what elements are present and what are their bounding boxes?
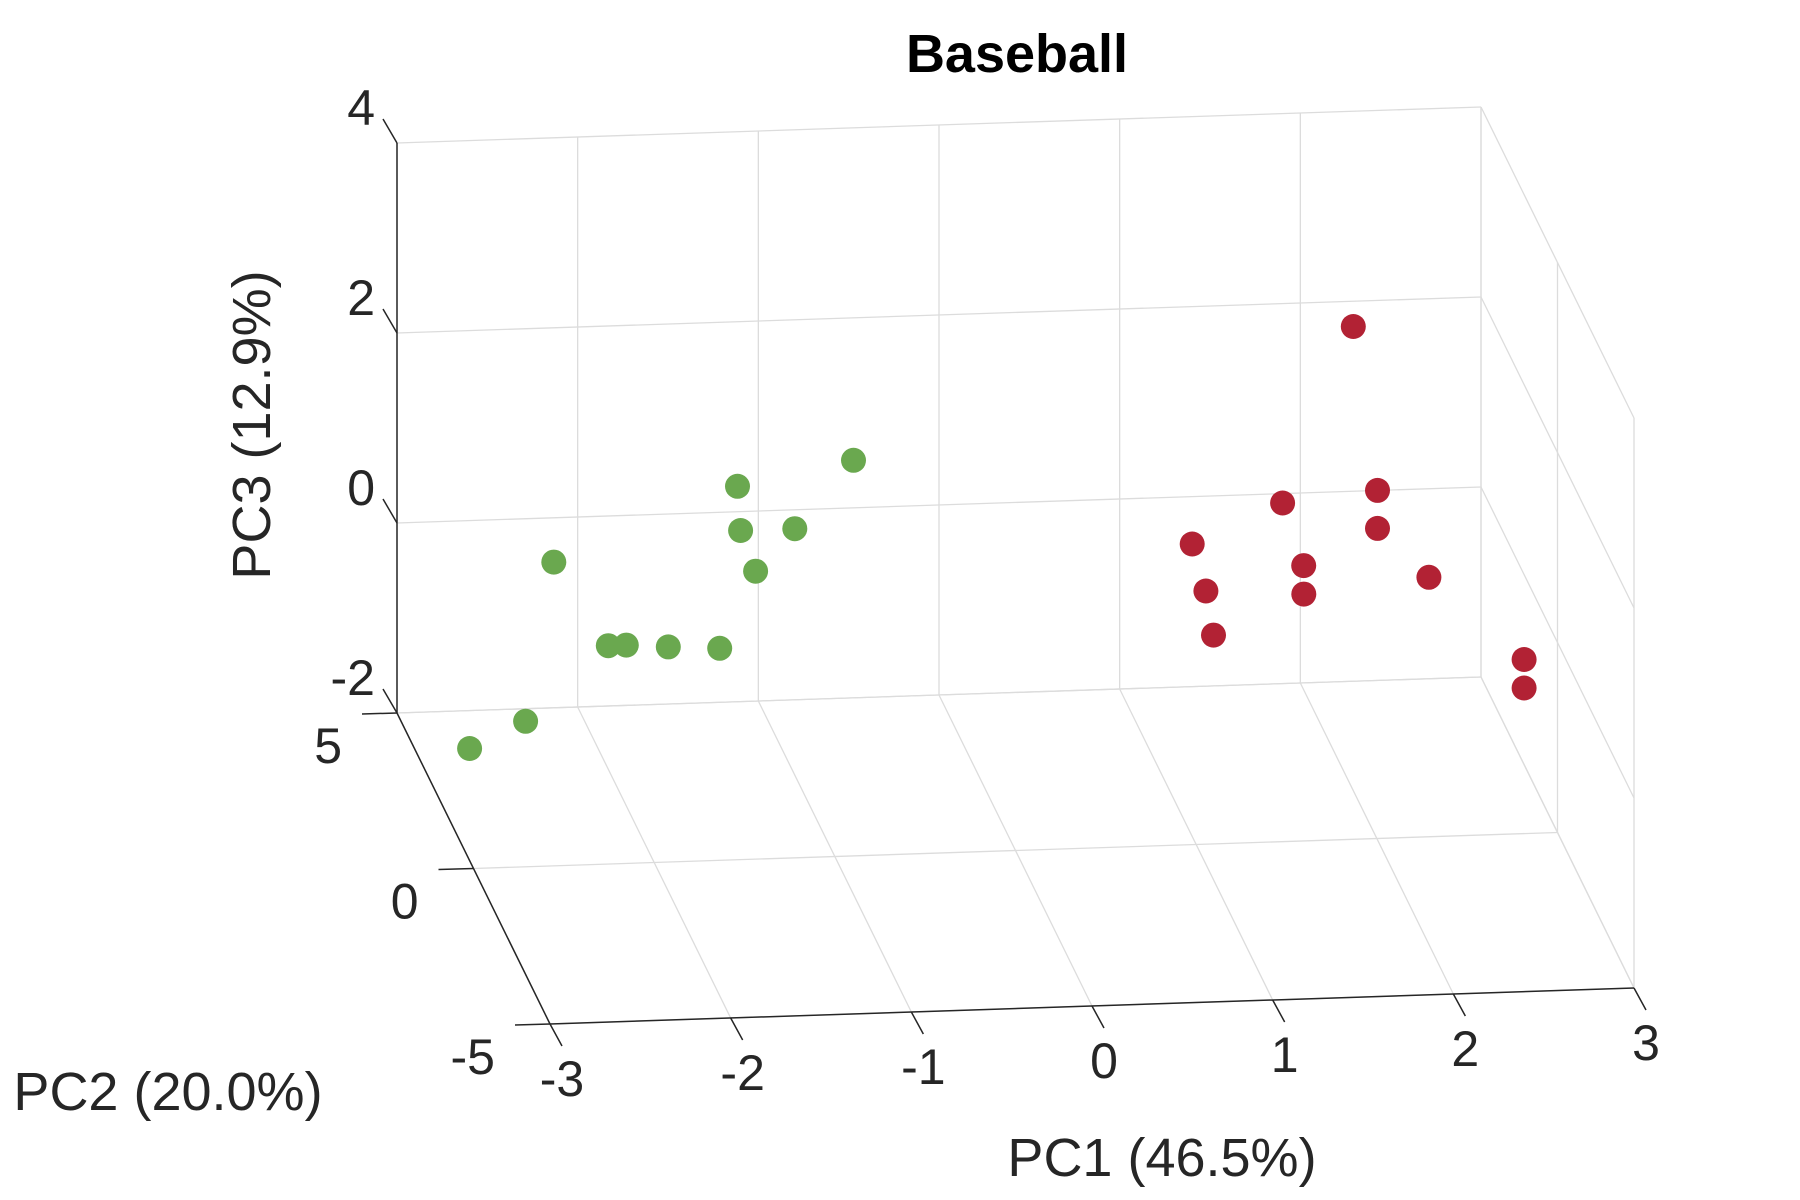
data-point-series-2 bbox=[1340, 314, 1366, 339]
data-point-series-1 bbox=[728, 518, 754, 543]
data-point-series-2 bbox=[1511, 675, 1537, 701]
data-point-series-2 bbox=[1291, 581, 1317, 607]
y-tick bbox=[514, 1023, 551, 1026]
data-point-series-2 bbox=[1511, 647, 1537, 672]
back-wall-gridline bbox=[396, 106, 1482, 144]
data-point-series-1 bbox=[725, 473, 750, 499]
data-point-series-1 bbox=[782, 516, 808, 542]
data-point-series-1 bbox=[743, 558, 769, 584]
data-point-series-1 bbox=[655, 634, 681, 660]
data-point-series-2 bbox=[1193, 578, 1219, 604]
chart-title: Baseball bbox=[906, 24, 1128, 84]
data-point-series-1 bbox=[613, 632, 639, 658]
side-wall-gridline bbox=[1480, 296, 1635, 609]
data-point-series-2 bbox=[1365, 477, 1390, 503]
x-axis-label: PC1 (46.5%) bbox=[1007, 1128, 1316, 1188]
z-tick-label: -2 bbox=[331, 650, 375, 706]
grid-layer bbox=[396, 106, 1635, 1025]
back-wall-gridline bbox=[396, 676, 1482, 714]
x-tick-label: 2 bbox=[1451, 1021, 1479, 1077]
z-tick bbox=[382, 498, 398, 524]
x-tick bbox=[1091, 1005, 1105, 1029]
z-tick bbox=[382, 118, 398, 144]
x-tick bbox=[1452, 993, 1466, 1017]
x-tick-label: -1 bbox=[901, 1039, 945, 1095]
x-tick-label: 3 bbox=[1632, 1015, 1660, 1071]
data-point-series-1 bbox=[513, 708, 539, 734]
data-point-series-2 bbox=[1179, 531, 1205, 557]
points-layer bbox=[457, 314, 1537, 761]
x-tick bbox=[730, 1017, 744, 1041]
x-tick-label: -2 bbox=[720, 1045, 764, 1101]
back-wall-gridline bbox=[396, 486, 1482, 524]
y-tick-label: -5 bbox=[451, 1029, 495, 1085]
z-axis-label: PC3 (12.9%) bbox=[222, 270, 282, 579]
x-tick-label: -3 bbox=[540, 1051, 584, 1107]
y-tick-label: 5 bbox=[314, 718, 342, 774]
data-point-series-2 bbox=[1291, 553, 1317, 579]
data-point-series-2 bbox=[1365, 515, 1390, 541]
floor-gridline bbox=[473, 831, 1558, 870]
z-tick-label: 2 bbox=[347, 270, 375, 326]
z-tick bbox=[382, 688, 398, 714]
data-point-series-2 bbox=[1416, 564, 1442, 590]
data-point-series-1 bbox=[541, 549, 567, 575]
data-point-series-1 bbox=[595, 633, 621, 659]
x-tick bbox=[910, 1011, 924, 1035]
y-tick bbox=[361, 712, 398, 715]
data-point-series-1 bbox=[841, 447, 866, 473]
x-tick bbox=[1272, 999, 1286, 1023]
data-point-series-1 bbox=[457, 736, 483, 761]
data-point-series-2 bbox=[1201, 622, 1226, 648]
side-wall-gridline bbox=[1480, 676, 1635, 989]
data-point-series-1 bbox=[707, 635, 733, 661]
x-tick-label: 1 bbox=[1271, 1027, 1299, 1083]
z-tick-label: 4 bbox=[347, 80, 375, 136]
x-tick-label: 0 bbox=[1090, 1033, 1118, 1089]
side-wall-gridline bbox=[1480, 106, 1635, 419]
data-point-series-2 bbox=[1270, 490, 1296, 516]
back-wall-gridline bbox=[396, 296, 1482, 334]
z-tick bbox=[382, 308, 398, 334]
x-tick bbox=[1633, 987, 1647, 1011]
x-tick bbox=[549, 1023, 563, 1047]
side-wall-gridline bbox=[1480, 486, 1635, 799]
y-tick bbox=[438, 867, 474, 871]
y-axis-label: PC2 (20.0%) bbox=[13, 1062, 322, 1122]
y-tick-label: 0 bbox=[391, 874, 419, 930]
z-tick-label: 0 bbox=[347, 460, 375, 516]
axis-layer: -3 -2 -1 0 1 2 3 -5 0 5 -2 0 2 4 bbox=[314, 80, 1660, 1107]
